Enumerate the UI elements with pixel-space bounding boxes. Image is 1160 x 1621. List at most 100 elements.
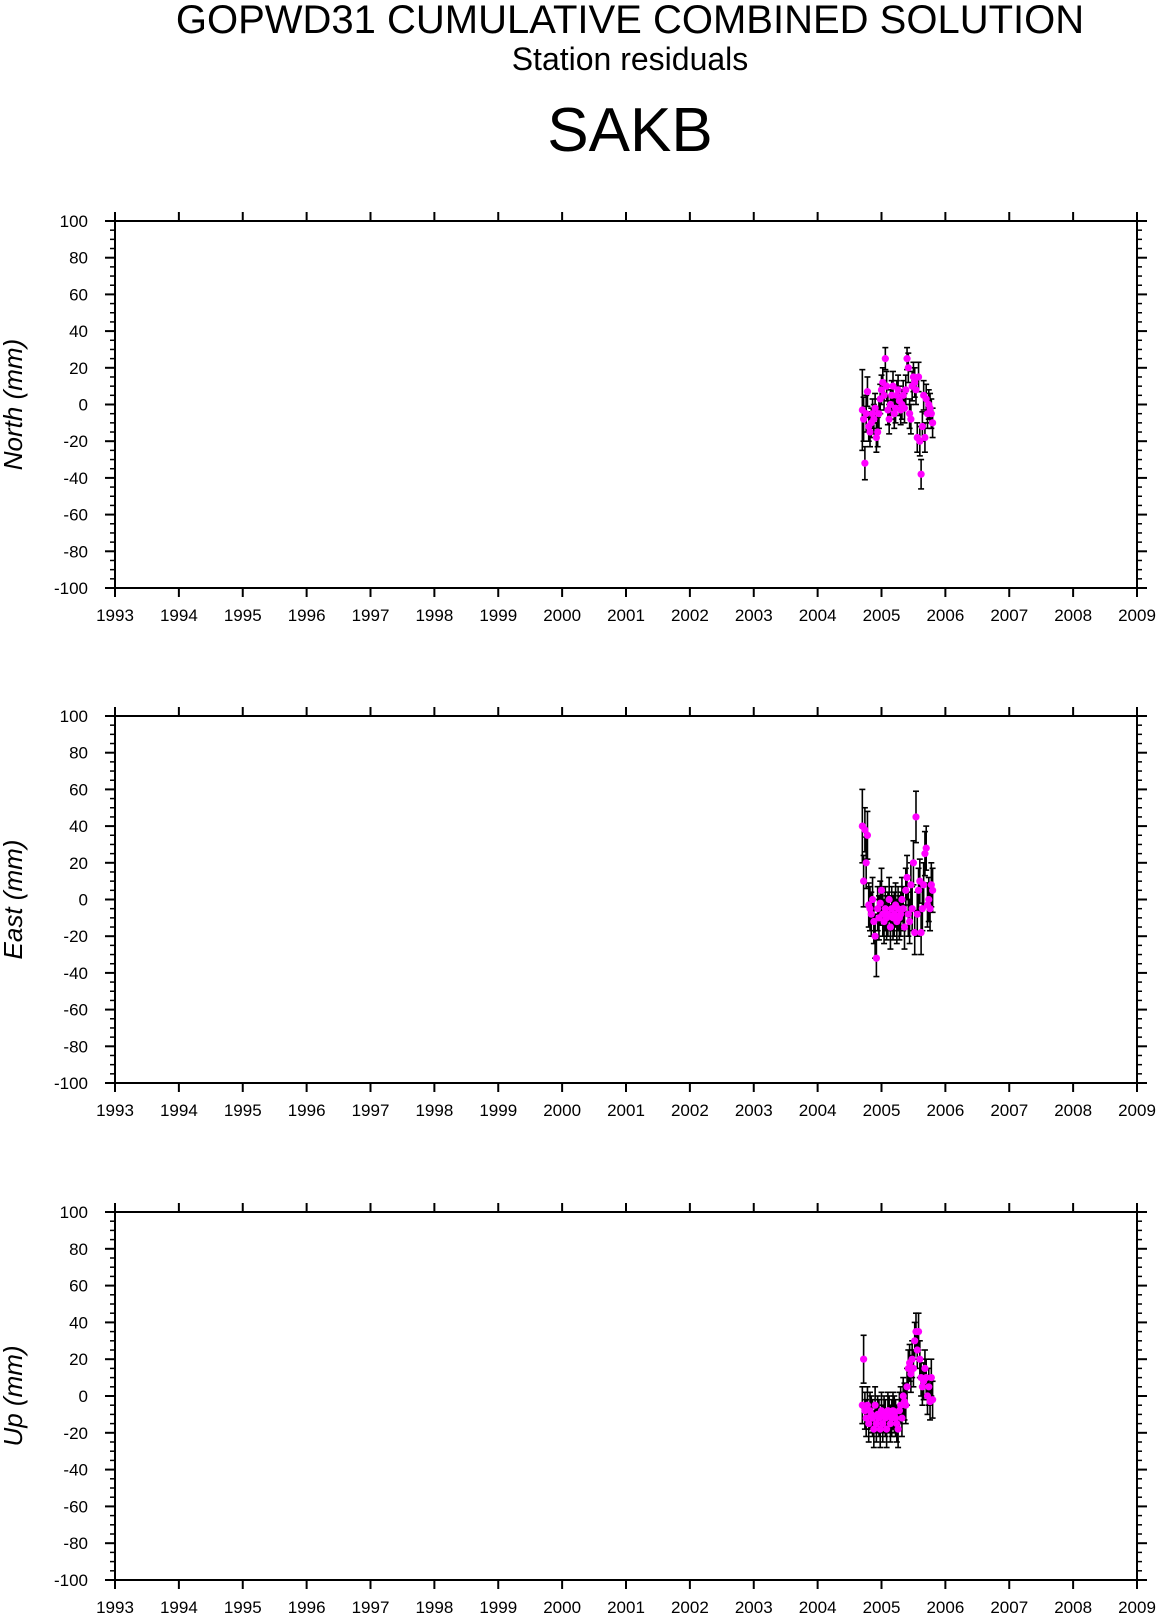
up-data-point [918,1383,926,1391]
up-data-point [922,1374,930,1382]
east-data-point [861,826,869,834]
east-data-point [867,910,875,918]
north-data-point [916,437,924,445]
north-data-point [860,415,868,423]
east-y-tick-label: 20 [69,854,88,873]
up-y-tick-label: -20 [63,1424,88,1443]
north-y-tick-label: 0 [79,396,88,415]
east-data-point [868,895,877,904]
up-x-tick-label: 1995 [224,1598,262,1617]
north-data-point [889,382,897,390]
up-data-point [872,1420,880,1428]
north-data-point [863,388,872,396]
north-data-point [909,373,918,381]
north-data-point [914,373,923,381]
up-x-tick-label: 1999 [479,1598,517,1617]
east-y-tick-label: -60 [63,1001,88,1020]
north-data-point [926,404,934,412]
up-data-point [879,1420,887,1428]
east-data-point [909,859,918,867]
up-y-tick-label: 40 [69,1313,88,1332]
up-x-tick-label: 1994 [160,1598,198,1617]
up-data-point [923,1392,932,1400]
east-data-point [912,813,920,821]
up-y-tick-label: 60 [69,1277,88,1296]
up-data-point [929,1396,937,1404]
up-data-point [925,1383,933,1391]
east-data-point [902,886,910,894]
north-x-tick-label: 2008 [1054,606,1092,625]
east-data-point [926,905,934,913]
up-y-axis-label: Up (mm) [0,1345,28,1446]
up-data-point [860,1355,868,1363]
east-data-point [899,905,907,913]
east-x-tick-label: 1997 [352,1101,390,1120]
east-data-point [929,886,937,894]
east-data-point [863,831,872,839]
east-panel: 1993 1994 1995 1996 1997 1998 1999 2000 2001 2002… [0,707,1156,1120]
up-data-point [863,1401,872,1409]
east-data-point [903,873,911,882]
north-data-point [903,355,911,363]
up-data-point [883,1425,891,1433]
east-data-point [890,910,898,918]
up-x-tick-label: 1998 [415,1598,453,1617]
north-data-point [893,391,901,399]
north-y-tick-label: -60 [63,506,88,525]
east-x-tick-label: 1998 [415,1101,453,1120]
north-data-point [881,355,889,363]
north-y-tick-label: -80 [63,542,88,561]
east-data-point [921,850,929,858]
north-x-tick-label: 1995 [224,606,262,625]
up-x-tick-label: 2008 [1054,1598,1092,1617]
up-x-tick-label: 2009 [1118,1598,1156,1617]
east-x-tick-label: 2003 [735,1101,773,1120]
north-data-point [894,386,902,394]
east-x-tick-label: 2000 [543,1101,581,1120]
east-y-tick-label: -40 [63,964,88,983]
north-data-point [866,428,874,436]
north-data-point [870,415,878,423]
east-x-tick-label: 1993 [96,1101,134,1120]
east-data-point [881,905,889,913]
up-y-tick-label: 100 [60,1203,88,1222]
up-data-point [913,1346,921,1354]
north-data-point [872,433,880,442]
north-panel: 1993 1994 1995 1996 1997 1998 1999 2000 2001 2002… [0,212,1156,625]
east-data-point [917,928,925,937]
east-data-point [920,881,928,889]
north-data-point [886,400,895,409]
east-data-point [907,881,915,889]
north-data-point [906,410,914,418]
north-data-point [918,422,926,431]
north-y-tick-label: 20 [69,359,88,378]
up-y-tick-label: -60 [63,1497,88,1516]
east-data-point [884,910,892,918]
north-x-tick-label: 1998 [415,606,453,625]
up-data-point [916,1355,924,1363]
east-data-point [894,905,902,913]
north-x-tick-label: 2002 [671,606,709,625]
up-x-tick-label: 1996 [288,1598,326,1617]
up-y-tick-label: -100 [54,1571,88,1590]
east-x-tick-label: 2009 [1118,1101,1156,1120]
east-data-point [913,910,921,918]
up-data-point [927,1374,935,1382]
north-y-tick-label: 60 [69,285,88,304]
east-x-tick-label: 2004 [799,1101,837,1120]
north-x-tick-label: 2001 [607,606,645,625]
up-data-point [895,1407,903,1415]
up-data-point [875,1414,883,1422]
north-x-tick-label: 2003 [735,606,773,625]
up-y-tick-label: -40 [63,1461,88,1480]
north-y-tick-label: 100 [60,212,88,231]
chart-title: GOPWD31 CUMULATIVE COMBINED SOLUTION [175,0,1085,42]
east-data-point [898,895,906,904]
up-y-tick-label: 80 [69,1240,88,1259]
north-y-tick-label: -100 [54,579,88,598]
east-x-tick-label: 2008 [1054,1101,1092,1120]
east-data-point [866,905,874,913]
east-data-point [927,881,935,889]
east-data-point [922,844,930,852]
